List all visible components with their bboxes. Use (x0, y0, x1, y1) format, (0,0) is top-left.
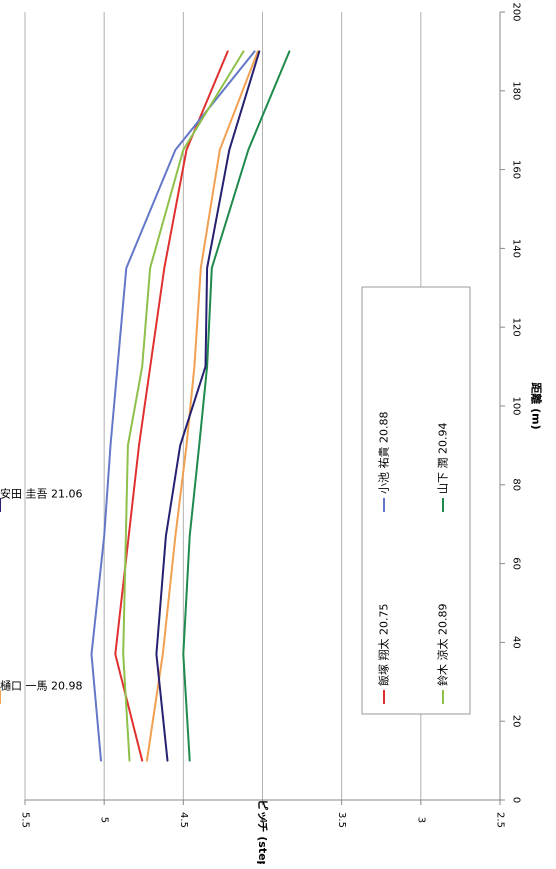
x-tick-label-5: 100 (511, 396, 522, 415)
y-tick-label-0: 2.5 (495, 812, 506, 828)
x-tick-label-3: 60 (511, 557, 522, 570)
x-tick-label-9: 180 (511, 81, 522, 100)
series-line-1 (90, 50, 256, 762)
y-tick-label-6: 5.5 (20, 812, 31, 828)
y-tick-label-2: 3.5 (336, 812, 347, 828)
x-axis-title: 距離 (m) (530, 382, 544, 429)
legend-label-3: 山下 潤 20.94 (437, 423, 450, 494)
x-tick-label-6: 120 (511, 318, 522, 337)
x-tick-label-1: 20 (511, 715, 522, 728)
legend-box (361, 286, 471, 715)
series-line-4 (145, 50, 259, 762)
series-line-5 (155, 50, 261, 762)
x-tick-label-10: 200 (511, 2, 522, 21)
series-line-3 (182, 50, 291, 762)
series-line-2 (122, 50, 245, 762)
legend-label-4: 樋口 一馬 20.98 (0, 679, 82, 693)
legend-label-0: 飯塚 翔太 20.75 (377, 604, 391, 686)
x-tick-label-0: 0 (511, 797, 522, 803)
y-tick-label-1: 3 (415, 817, 426, 823)
y-axis-title: ピッチ (steps/s) (256, 799, 269, 864)
y-tick-label-3: 4 (257, 817, 268, 823)
legend-label-1: 小池 祐貴 20.88 (377, 412, 391, 494)
legend-label-5: 安田 圭吾 21.06 (0, 487, 82, 501)
x-tick-label-2: 40 (511, 636, 522, 649)
legend-label-2: 鈴木 涼太 20.89 (436, 604, 450, 686)
y-tick-label-5: 5 (99, 817, 110, 823)
x-tick-label-7: 140 (511, 239, 522, 258)
x-tick-label-4: 80 (511, 478, 522, 491)
x-tick-label-8: 160 (511, 160, 522, 179)
y-tick-label-4: 4.5 (178, 812, 189, 828)
